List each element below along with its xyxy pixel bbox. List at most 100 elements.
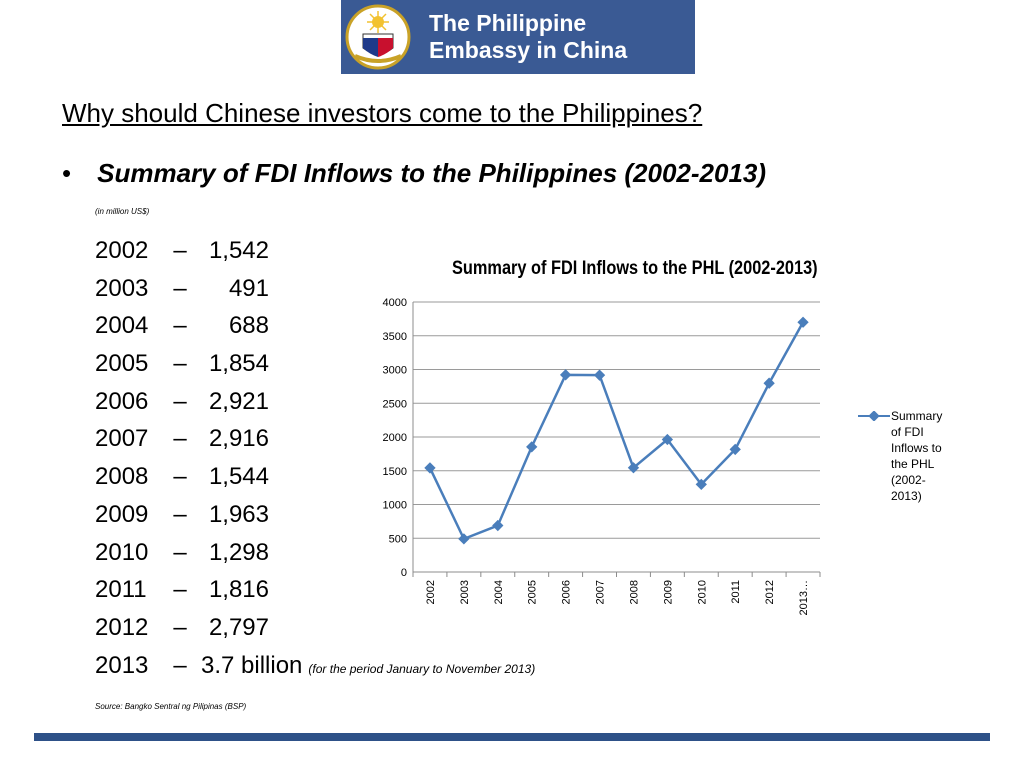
- list-value: 1,542: [208, 237, 269, 264]
- list-dash: –: [173, 274, 187, 302]
- list-value: 688: [228, 312, 269, 340]
- list-item: 2007–2,916: [95, 420, 535, 458]
- list-item: 2012–2,797: [95, 609, 535, 647]
- fdi-line-chart: 0 500 1000 1500 2000 2500 3000 3500 4000 2002 2003…: [383, 297, 821, 615]
- list-item: 2009–1,963: [95, 496, 535, 534]
- data-point: [763, 377, 775, 389]
- list-dash: –: [173, 576, 187, 604]
- data-point: [627, 462, 640, 474]
- list-dash: –: [173, 538, 187, 566]
- list-year: 2005: [95, 350, 149, 378]
- y-tick-label: 4000: [383, 297, 407, 309]
- bullet-text: Summary of FDI Inflows to the Philippine…: [97, 158, 767, 188]
- list-value: 1,298: [208, 538, 269, 566]
- list-year: 2011: [95, 576, 147, 604]
- list-value: 491: [228, 274, 269, 302]
- list-item: 2011–1,816: [95, 571, 535, 609]
- list-value: 1,544: [208, 463, 269, 491]
- x-tick-label: 2006: [561, 580, 573, 604]
- list-value: 1,963: [208, 500, 269, 528]
- data-point: [424, 462, 436, 474]
- x-tick-label: 2013…: [798, 580, 810, 615]
- x-tick-label: 2003: [459, 580, 471, 604]
- list-item: 2003– 491: [95, 270, 535, 308]
- slide-heading: Why should Chinese investors come to the…: [62, 98, 703, 128]
- philippine-seal-icon: [345, 4, 411, 70]
- list-dash: –: [173, 425, 187, 453]
- y-tick-label: 3000: [383, 365, 407, 377]
- x-tick-label: 2008: [628, 580, 640, 604]
- list-item: 2005–1,854: [95, 345, 535, 383]
- list-dash: –: [173, 500, 187, 528]
- y-tick-label: 1500: [383, 466, 407, 478]
- x-tick-label: 2007: [595, 580, 607, 604]
- x-tick-label: 2011: [730, 580, 742, 604]
- x-tick-label: 2009: [662, 580, 674, 604]
- list-dash: –: [173, 651, 187, 679]
- data-point: [729, 443, 741, 456]
- data-point: [797, 316, 809, 328]
- list-dash: –: [173, 350, 187, 378]
- x-tick-label: 2004: [493, 580, 505, 604]
- list-value: 2,797: [208, 613, 269, 641]
- data-point: [661, 433, 674, 446]
- y-tick-label: 1000: [383, 500, 407, 512]
- x-tick-label: 2002: [425, 580, 437, 604]
- list-year: 2013: [95, 651, 149, 679]
- banner-title: The Philippine Embassy in China: [429, 10, 627, 64]
- list-year: 2010: [95, 538, 149, 566]
- list-note: (for the period January to November 2013…: [308, 661, 536, 676]
- data-point: [492, 519, 504, 532]
- y-tick-label: 500: [389, 533, 407, 545]
- list-value: 3.7 billion: [201, 651, 303, 679]
- series-line: [428, 321, 805, 541]
- footer-bar: [34, 733, 990, 741]
- list-year: 2007: [95, 425, 149, 453]
- list-item: 2010–1,298: [95, 534, 535, 572]
- bullet-dot: •: [62, 158, 72, 188]
- banner-line-2: Embassy in China: [429, 37, 628, 63]
- list-dash: –: [173, 613, 187, 641]
- list-dash: –: [173, 237, 187, 264]
- banner-line-1: The Philippine: [429, 10, 587, 36]
- y-tick-label: 2500: [383, 398, 407, 410]
- x-tick-label: 2012: [764, 580, 776, 604]
- list-dash: –: [173, 463, 187, 491]
- list-value: 2,916: [208, 425, 269, 453]
- list-year: 2003: [95, 274, 149, 302]
- fdi-list: 2002–1,542 2003–491 2004–688 2005–1,854 …: [95, 232, 535, 684]
- list-value: 1,854: [208, 350, 269, 378]
- list-year: 2009: [95, 500, 149, 528]
- list-item: 2002–1,542: [95, 232, 535, 270]
- list-value: 1,816: [208, 576, 269, 604]
- chart-title: Summary of FDI Inflows to the PHL (2002-…: [452, 258, 818, 279]
- list-year: 2012: [95, 613, 149, 641]
- data-point: [695, 478, 707, 491]
- y-tick-label: 0: [401, 567, 407, 579]
- embassy-banner: The Philippine Embassy in China: [341, 0, 695, 74]
- list-item: 2004– 688: [95, 307, 535, 345]
- list-item: 2013–3.7 billion (for the period January …: [95, 647, 535, 685]
- list-year: 2006: [95, 387, 149, 415]
- list-value: 2,921: [208, 387, 269, 415]
- list-year: 2004: [95, 312, 149, 340]
- list-year: 2008: [95, 463, 149, 491]
- x-tick-label: 2010: [696, 580, 708, 604]
- list-dash: –: [173, 387, 187, 415]
- data-point: [593, 369, 606, 381]
- list-item: 2008–1,544: [95, 458, 535, 496]
- y-tick-label: 3500: [383, 331, 407, 343]
- list-year: 2002: [95, 237, 149, 264]
- bullet-item: • Summary of FDI Inflows to the Philippin…: [62, 158, 766, 189]
- unit-note: (in million US$): [95, 207, 150, 216]
- y-tick-label: 2000: [383, 432, 407, 444]
- data-point: [526, 441, 538, 453]
- legend-entry: Summary of FDI Inflows to the PHL (2002-…: [891, 409, 943, 503]
- legend-marker-icon: [858, 411, 890, 421]
- data-point: [458, 533, 470, 545]
- source-note: Source: Bangko Sentral ng Pilipinas (BSP…: [95, 702, 247, 711]
- list-dash: –: [173, 312, 187, 340]
- list-item: 2006–2,921: [95, 383, 535, 421]
- x-tick-label: 2005: [527, 580, 539, 604]
- data-point: [559, 369, 572, 381]
